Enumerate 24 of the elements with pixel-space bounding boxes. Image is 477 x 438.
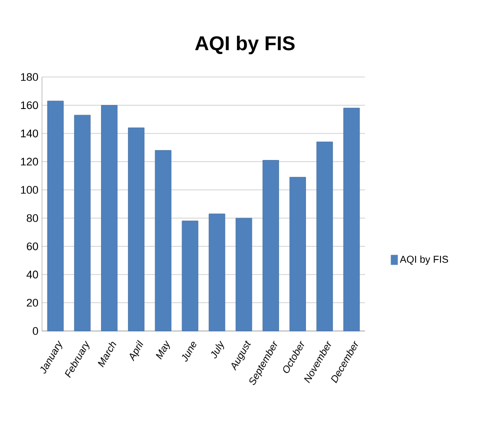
y-tick-label: 60 [26,242,38,250]
bar [236,218,252,332]
bar [128,128,144,332]
bar [316,142,333,332]
y-tick-label: 180 [21,73,38,81]
y-tick-label: 20 [26,298,38,307]
bar [154,150,172,332]
chart-title: AQI by FIS [195,36,295,54]
bar [290,176,306,332]
y-tick-label: 160 [21,101,38,110]
y-tick-label: 80 [26,214,38,222]
bar [101,105,118,332]
y-tick-label: 100 [21,186,38,194]
y-tick-label: 120 [21,158,38,166]
bar [182,220,198,332]
legend-label: AQI by FIS [400,256,448,265]
bar [208,214,226,332]
bar [343,108,360,332]
bar [262,160,279,332]
y-tick-label: 40 [26,270,38,278]
y-tick-label: 140 [21,130,38,138]
bar [74,114,91,332]
y-tick-label: 0 [32,327,38,335]
bar [47,100,64,332]
